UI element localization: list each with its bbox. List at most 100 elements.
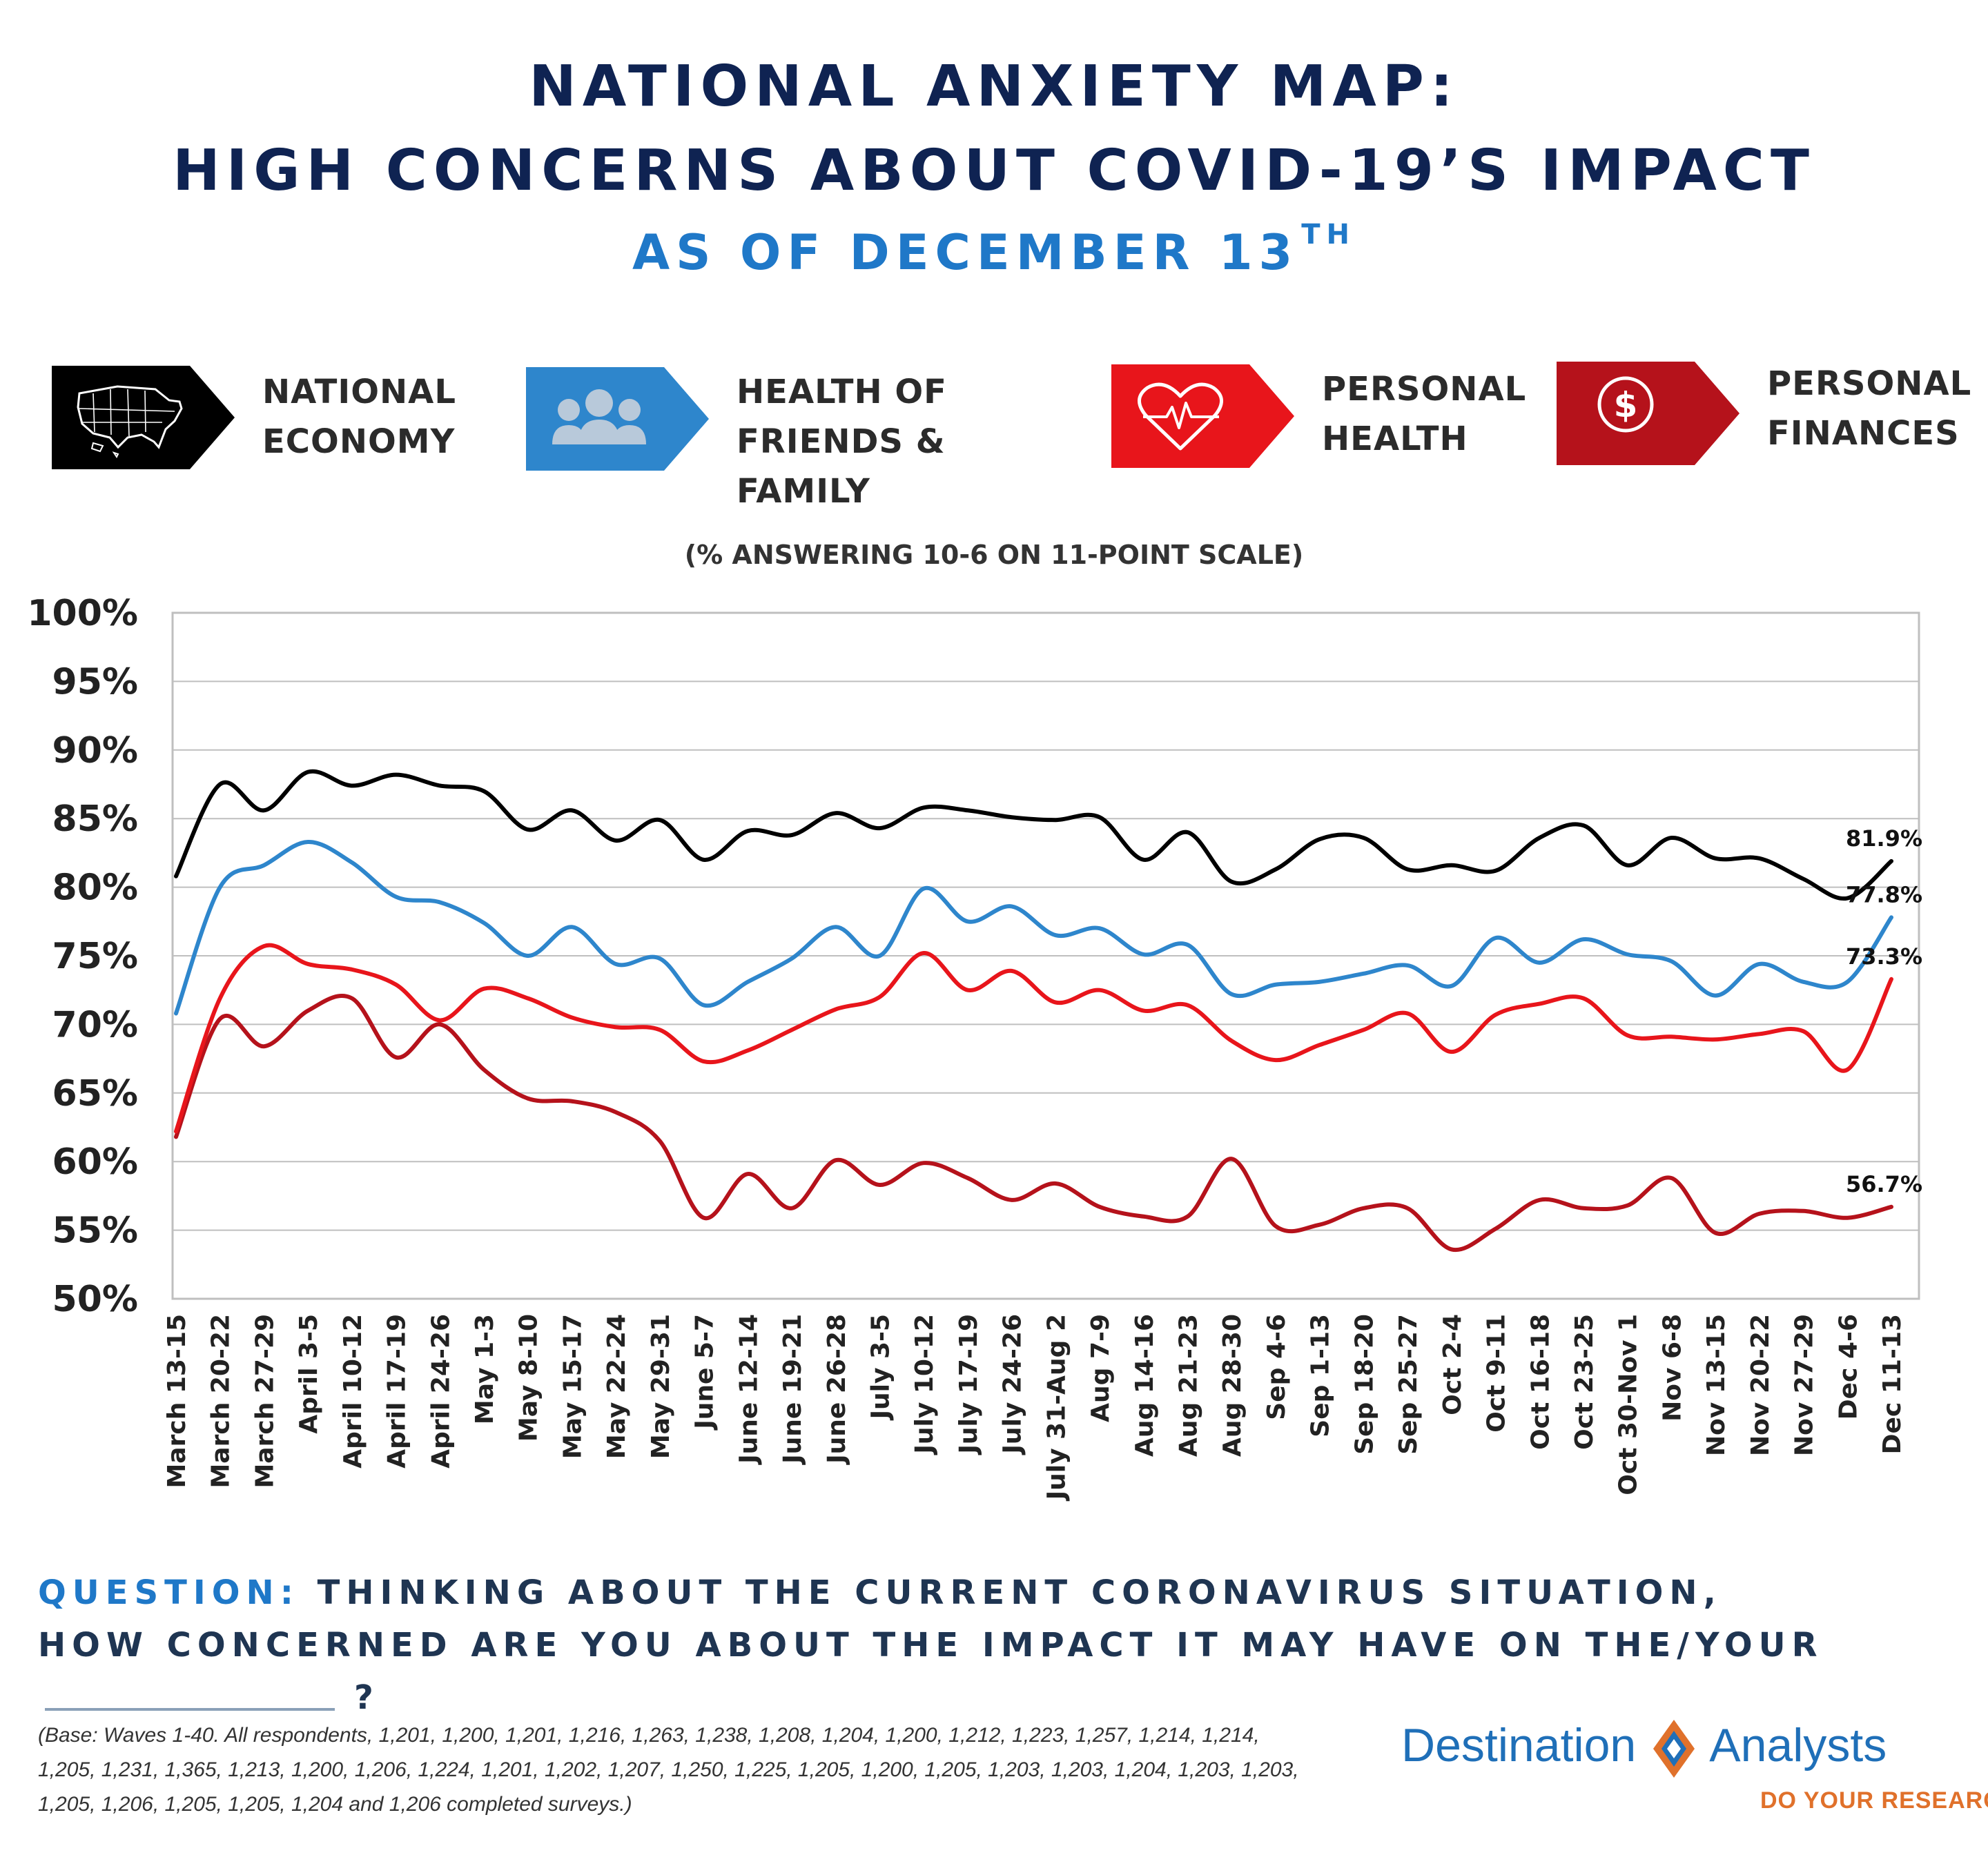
line-chart: 100% 95% 90% 85% 80% 75% 70% 65% 60% 55% 50% March… [27, 593, 1922, 1502]
x-tick-label: May 8-10 [515, 1314, 543, 1442]
x-tick-label: June 26-28 [823, 1314, 851, 1466]
scale-note: (% ANSWERING 10-6 ON 11-POINT SCALE) [684, 540, 1304, 570]
heart-pulse-icon [1111, 364, 1294, 468]
x-tick-label: April 17-19 [383, 1314, 411, 1469]
x-tick-label: June 5-7 [691, 1314, 719, 1431]
diamond-logo-icon [1653, 1720, 1695, 1778]
legend-label: NATIONAL ECONOMY [262, 373, 456, 461]
legend-item-national-economy: NATIONAL ECONOMY [52, 366, 535, 469]
y-tick-label: 80% [52, 867, 138, 909]
y-tick-label: 100% [27, 593, 138, 634]
svg-text:$: $ [1614, 385, 1638, 425]
end-value-labels: 56.7% 73.3% 77.8% 81.9% [1846, 825, 1922, 1197]
x-tick-label: April 24-26 [427, 1314, 455, 1469]
x-tick-label: April 10-12 [339, 1314, 367, 1469]
brand-name: Destination Analysts [1401, 1718, 1953, 1778]
question-text-1: THINKING ABOUT THE CURRENT CORONAVIRUS S… [317, 1573, 1722, 1612]
y-tick-label: 70% [52, 1004, 138, 1046]
chart-subtitle: AS OF DECEMBER 13 TH [0, 219, 1988, 281]
subtitle-superscript: TH [1301, 219, 1356, 251]
subtitle-text: AS OF DECEMBER 13 [632, 224, 1299, 281]
question-text-2: HOW CONCERNED ARE YOU ABOUT THE IMPACT I… [38, 1626, 1824, 1665]
series-lines [174, 769, 1893, 1253]
answer-blank-line [45, 1708, 335, 1711]
y-tick-label: 60% [52, 1141, 138, 1183]
x-tick-label: April 3-5 [295, 1314, 323, 1434]
dollar-coin-icon: $ [1557, 362, 1740, 465]
legend-label: HEALTH OF FRIENDS & FAMILY [737, 373, 947, 511]
end-label-national-economy: 81.9% [1846, 825, 1922, 852]
x-tick-label: May 15-17 [558, 1314, 587, 1459]
y-tick-label: 50% [52, 1279, 138, 1320]
x-tick-label: June 19-21 [779, 1314, 807, 1466]
legend-item-health-friends-family: HEALTH OF FRIENDS & FAMILY [526, 367, 1078, 511]
series-line-health-of-friends-family [174, 839, 1893, 1016]
x-tick-label: Dec 11-13 [1878, 1314, 1907, 1454]
question-line-2: HOW CONCERNED ARE YOU ABOUT THE IMPACT I… [38, 1619, 1957, 1724]
x-tick-label: Aug 28-30 [1218, 1314, 1247, 1457]
end-label-personal-finances: 56.7% [1846, 1171, 1922, 1197]
x-tick-label: Nov 13-15 [1702, 1314, 1731, 1456]
brand-name-right: Analysts [1709, 1719, 1887, 1771]
y-tick-label: 95% [52, 661, 138, 703]
x-tick-label: July 17-19 [955, 1314, 983, 1456]
brand-name-left: Destination [1401, 1719, 1637, 1771]
question-mark: ? [354, 1678, 380, 1717]
y-tick-label: 90% [52, 730, 138, 772]
y-tick-label: 85% [52, 798, 138, 840]
x-tick-label: Aug 21-23 [1175, 1314, 1203, 1457]
x-tick-label: Oct 16-18 [1526, 1314, 1555, 1450]
series-line-personal-health [174, 943, 1893, 1134]
x-tick-label: Nov 20-22 [1746, 1314, 1775, 1456]
plot-area-border [171, 611, 1920, 1300]
x-tick-label: May 1-3 [471, 1314, 499, 1424]
y-axis-tick-labels: 100% 95% 90% 85% 80% 75% 70% 65% 60% 55% 50% [27, 593, 138, 1320]
legend-item-personal-health: PERSONAL HEALTH [1111, 364, 1539, 468]
brand-tagline: DO YOUR RESEARCH [1760, 1787, 1988, 1814]
legend: NATIONAL ECONOMY HEALTH OF FRIENDS & FAM… [0, 359, 1988, 511]
x-tick-label: May 29-31 [647, 1314, 675, 1459]
series-line-personal-finances [174, 994, 1893, 1253]
survey-question: QUESTION: THINKING ABOUT THE CURRENT COR… [38, 1567, 1957, 1724]
x-tick-label: Nov 6-8 [1658, 1314, 1686, 1422]
x-tick-label: Sep 4-6 [1263, 1314, 1291, 1420]
question-label: QUESTION: [38, 1573, 300, 1612]
question-line-1: QUESTION: THINKING ABOUT THE CURRENT COR… [38, 1567, 1957, 1619]
x-tick-label: Sep 25-27 [1394, 1314, 1423, 1455]
x-tick-label: Sep 1-13 [1307, 1314, 1335, 1437]
x-tick-label: Oct 23-25 [1570, 1314, 1599, 1450]
x-tick-label: Oct 9-11 [1483, 1314, 1511, 1433]
legend-label: PERSONAL FINANCES [1767, 364, 1972, 453]
x-tick-label: July 3-5 [866, 1314, 895, 1421]
base-footnote: (Base: Waves 1-40. All respondents, 1,20… [38, 1724, 1299, 1816]
x-tick-label: Dec 4-6 [1834, 1314, 1862, 1420]
y-tick-label: 75% [52, 936, 138, 977]
chart-title-line-2: HIGH CONCERNS ABOUT COVID-19’S IMPACT [173, 138, 1815, 204]
legend-label: PERSONAL HEALTH [1322, 370, 1527, 458]
chart-title-line-1: NATIONAL ANXIETY MAP: [529, 54, 1459, 119]
x-tick-label: May 22-24 [603, 1314, 631, 1459]
y-tick-label: 55% [52, 1210, 138, 1252]
x-tick-label: July 31-Aug 2 [1042, 1314, 1071, 1502]
people-group-icon [526, 367, 709, 471]
x-tick-label: Nov 27-29 [1791, 1314, 1819, 1456]
end-label-health-of-friends-family: 77.8% [1846, 881, 1922, 907]
x-tick-label: Oct 30-Nov 1 [1615, 1314, 1643, 1495]
us-map-icon [52, 366, 235, 469]
series-line-national-economy [174, 769, 1893, 901]
x-tick-label: March 20-22 [207, 1314, 235, 1489]
x-tick-label: Aug 7-9 [1086, 1314, 1115, 1422]
legend-item-personal-finances: $ PERSONAL FINANCES [1557, 362, 1985, 465]
end-label-personal-health: 73.3% [1846, 943, 1922, 970]
x-axis-tick-labels: March 13-15 March 20-22 March 27-29 April 3… [163, 1314, 1907, 1502]
y-tick-label: 65% [52, 1073, 138, 1115]
x-tick-label: July 24-26 [999, 1314, 1027, 1456]
x-tick-label: Sep 18-20 [1350, 1314, 1378, 1455]
x-tick-label: June 12-14 [734, 1314, 763, 1466]
x-tick-label: Aug 14-16 [1131, 1314, 1159, 1457]
x-tick-label: July 10-12 [910, 1314, 939, 1456]
x-tick-label: Oct 2-4 [1439, 1314, 1467, 1415]
x-tick-label: March 13-15 [163, 1314, 191, 1489]
x-tick-label: March 27-29 [251, 1314, 279, 1489]
brand-logo: Destination Analysts DO YOUR RESEARCH [1401, 1718, 1988, 1814]
